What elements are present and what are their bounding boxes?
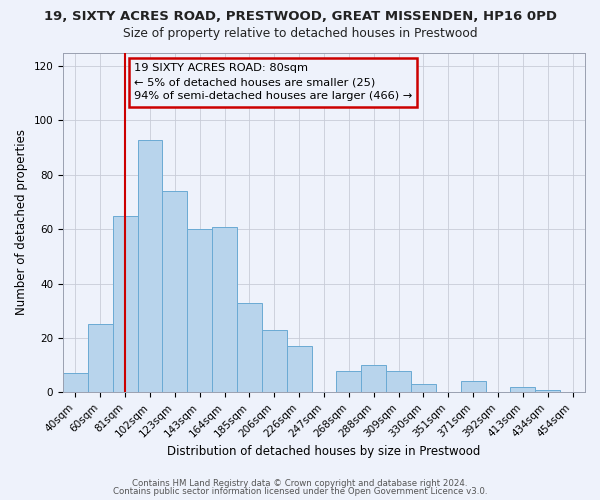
Text: 19 SIXTY ACRES ROAD: 80sqm
← 5% of detached houses are smaller (25)
94% of semi-: 19 SIXTY ACRES ROAD: 80sqm ← 5% of detac… [134,64,412,102]
Text: 19, SIXTY ACRES ROAD, PRESTWOOD, GREAT MISSENDEN, HP16 0PD: 19, SIXTY ACRES ROAD, PRESTWOOD, GREAT M… [44,10,557,23]
Bar [137,140,163,392]
Bar [461,382,485,392]
Text: Contains HM Land Registry data © Crown copyright and database right 2024.: Contains HM Land Registry data © Crown c… [132,478,468,488]
Text: Size of property relative to detached houses in Prestwood: Size of property relative to detached ho… [122,28,478,40]
Bar [262,330,287,392]
Bar [411,384,436,392]
Bar [187,229,212,392]
Bar [535,390,560,392]
Bar [113,216,137,392]
Bar [386,370,411,392]
Bar [88,324,113,392]
X-axis label: Distribution of detached houses by size in Prestwood: Distribution of detached houses by size … [167,444,481,458]
Bar [361,365,386,392]
Bar [237,302,262,392]
Bar [63,374,88,392]
Text: Contains public sector information licensed under the Open Government Licence v3: Contains public sector information licen… [113,487,487,496]
Y-axis label: Number of detached properties: Number of detached properties [15,130,28,316]
Bar [163,191,187,392]
Bar [212,226,237,392]
Bar [337,370,361,392]
Bar [511,387,535,392]
Bar [287,346,311,393]
